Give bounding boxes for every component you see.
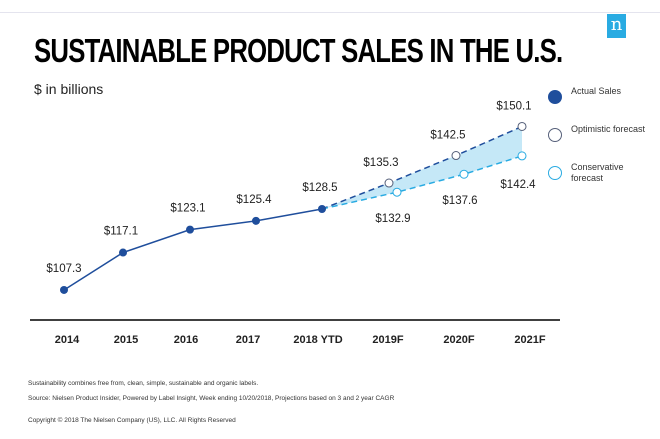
chart-title: SUSTAINABLE PRODUCT SALES IN THE U.S. xyxy=(34,32,563,69)
data-point xyxy=(384,178,394,188)
x-tick-label: 2016 xyxy=(174,334,198,346)
data-point xyxy=(517,151,527,161)
data-point xyxy=(186,225,194,234)
data-point xyxy=(451,151,461,161)
x-tick-label: 2017 xyxy=(236,334,260,346)
data-label: $132.9 xyxy=(375,213,410,225)
data-point xyxy=(60,285,68,294)
data-label: $117.1 xyxy=(104,226,138,238)
data-label: $107.3 xyxy=(46,263,81,275)
data-label: $150.1 xyxy=(496,100,531,112)
data-point xyxy=(459,169,469,179)
x-tick-label: 2018 YTD xyxy=(293,334,342,346)
forecast-band xyxy=(322,126,522,209)
footnote-copyright: Copyright © 2018 The Nielsen Company (US… xyxy=(28,417,236,424)
series-line xyxy=(321,155,523,210)
data-label: $123.1 xyxy=(170,203,205,215)
open-circle-icon xyxy=(548,128,562,142)
x-tick-label: 2019F xyxy=(372,334,403,346)
data-point xyxy=(119,248,127,257)
data-label: $142.4 xyxy=(500,179,536,191)
series-line xyxy=(63,208,323,291)
data-point xyxy=(392,187,402,197)
top-divider xyxy=(0,12,660,13)
data-label: $128.5 xyxy=(302,182,337,194)
x-tick-label: 2015 xyxy=(114,334,138,346)
legend-label: Actual Sales xyxy=(571,86,622,96)
filled-circle-icon xyxy=(548,90,562,104)
data-label: $137.6 xyxy=(442,195,477,207)
footnote-note: Sustainability combines free from, clean… xyxy=(28,380,259,387)
open-circle-icon xyxy=(548,166,562,180)
footnote-source: Source: Nielsen Product Insider, Powered… xyxy=(28,395,395,402)
data-label: $142.5 xyxy=(430,130,465,142)
legend-label: Conservative forecast xyxy=(571,162,624,183)
chart-subtitle: $ in billions xyxy=(34,81,104,97)
data-label: $125.4 xyxy=(236,194,272,206)
data-point xyxy=(517,121,527,131)
data-label: $135.3 xyxy=(363,157,398,169)
data-point xyxy=(318,205,326,213)
nielsen-logo: n xyxy=(607,14,626,38)
x-tick-label: 2020F xyxy=(443,334,474,346)
x-tick-label: 2021F xyxy=(514,334,545,346)
legend-label: Optimistic forecast xyxy=(571,124,646,134)
x-tick-label: 2014 xyxy=(55,334,80,346)
series-line xyxy=(321,125,523,210)
data-point xyxy=(252,216,260,225)
